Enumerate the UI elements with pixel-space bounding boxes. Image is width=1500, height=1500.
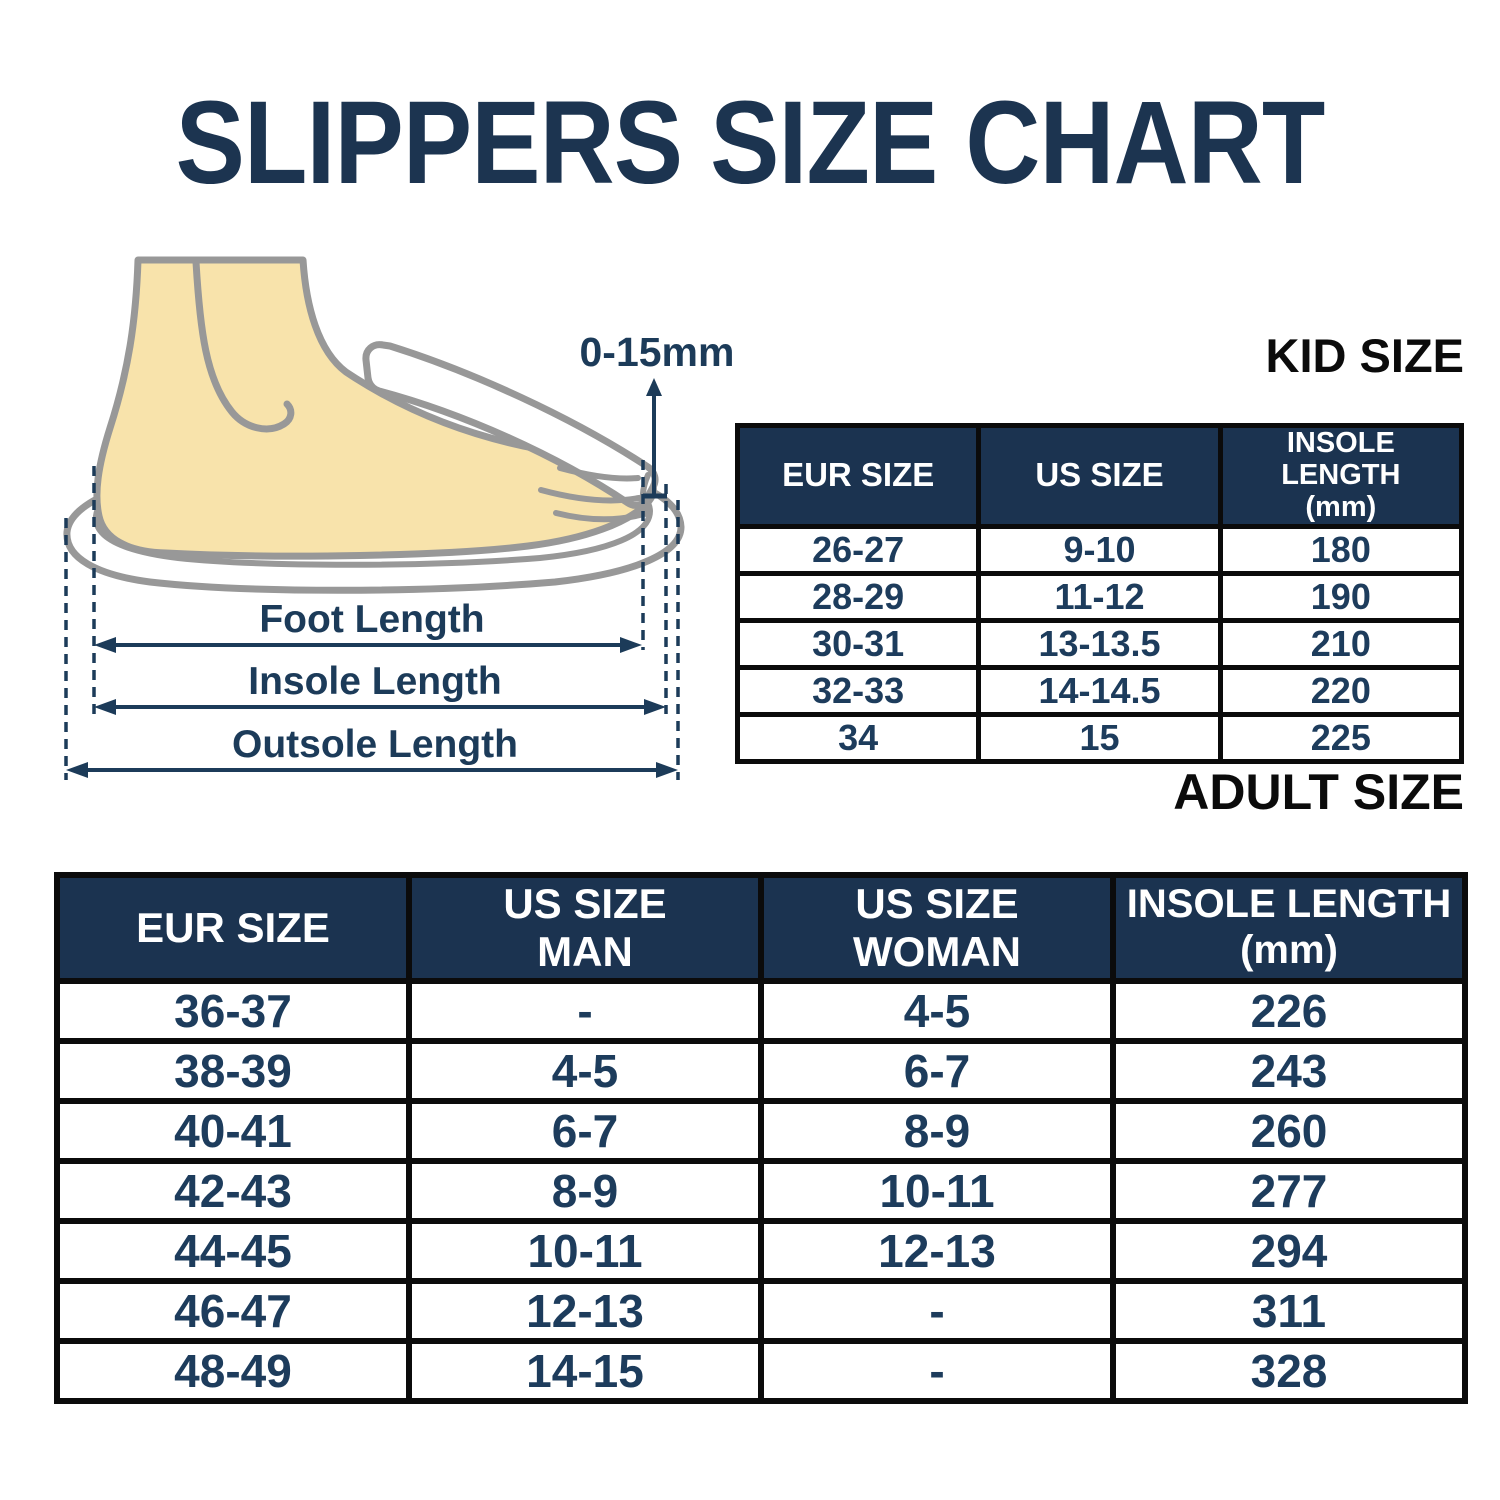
table-cell: 294: [1110, 1218, 1468, 1284]
table-row: 44-45 10-11 12-13 294: [54, 1218, 1468, 1284]
outsole-length-arrow: [66, 762, 678, 778]
outsole-length-label: Outsole Length: [232, 723, 518, 766]
table-cell: 328: [1110, 1338, 1468, 1404]
table-cell: 311: [1110, 1278, 1468, 1344]
table-cell: -: [758, 1278, 1116, 1344]
table-cell: 12-13: [406, 1278, 764, 1344]
table-cell: -: [758, 1338, 1116, 1404]
adult-size-table: EUR SIZE US SIZE MAN US SIZE WOMAN INSOLE L…: [54, 872, 1468, 1404]
table-cell: 40-41: [54, 1098, 412, 1164]
table-cell: 9-10: [976, 523, 1223, 576]
table-cell: 190: [1217, 570, 1465, 623]
foot-length-arrow: [94, 637, 642, 653]
table-row: 26-27 9-10 180: [734, 523, 1465, 576]
table-row: 46-47 12-13-311: [54, 1278, 1468, 1344]
table-cell: 8-9: [406, 1158, 764, 1224]
table-row: 48-49 14-15-328: [54, 1338, 1468, 1404]
table-row: 40-41 6-7 8-9 260: [54, 1098, 1468, 1164]
table-cell: 48-49: [54, 1338, 412, 1404]
column-header: INSOLE LENGTH (mm): [1217, 423, 1465, 529]
table-row: 28-29 11-12 190: [734, 570, 1465, 623]
table-row: 42-43 8-9 10-11 277: [54, 1158, 1468, 1224]
column-header: US SIZE: [976, 423, 1223, 529]
table-cell: 32-33: [734, 664, 982, 717]
table-cell: 38-39: [54, 1038, 412, 1104]
kid-size-heading: KID SIZE: [1265, 329, 1464, 382]
ankle-line: [192, 258, 295, 433]
table-cell: 10-11: [406, 1218, 764, 1284]
table-row: 32-33 14-14.5 220: [734, 664, 1465, 717]
table-cell: 10-11: [758, 1158, 1116, 1224]
page-title: SLIPPERS SIZE CHART: [175, 77, 1326, 209]
adult-size-heading: ADULT SIZE: [1173, 764, 1464, 820]
table-cell: 30-31: [734, 617, 982, 670]
table-cell: 220: [1217, 664, 1465, 717]
header-row: EUR SIZE US SIZE INSOLE LENGTH (mm): [734, 423, 1465, 529]
table-cell: 26-27: [734, 523, 982, 576]
slipper-band-shape: [362, 341, 659, 509]
table-cell: 4-5: [406, 1038, 764, 1104]
table-cell: 6-7: [406, 1098, 764, 1164]
foot-measurement-diagram: 0-15mm Foot Length Insole Length Outsole…: [63, 256, 735, 780]
table-cell: 44-45: [54, 1218, 412, 1284]
table-cell: 12-13: [758, 1218, 1116, 1284]
foot-length-label: Foot Length: [259, 598, 484, 641]
table-cell: 36-37: [54, 978, 412, 1044]
toe-gap-arrow: [643, 378, 667, 499]
table-cell: 28-29: [734, 570, 982, 623]
table-cell: 34: [734, 711, 982, 764]
table-row: 36-37-4-5 226: [54, 978, 1468, 1044]
table-cell: -: [406, 978, 764, 1044]
column-header: INSOLE LENGTH (mm): [1110, 872, 1468, 984]
table-row: 30-31 13-13.5 210: [734, 617, 1465, 670]
table-cell: 180: [1217, 523, 1465, 576]
header-row: EUR SIZE US SIZE MAN US SIZE WOMAN INSOLE L…: [54, 872, 1468, 984]
table-row: 34 15 225: [734, 711, 1465, 764]
table-cell: 46-47: [54, 1278, 412, 1344]
table-cell: 4-5: [758, 978, 1116, 1044]
table-cell: 226: [1110, 978, 1468, 1044]
table-row: 38-39 4-5 6-7 243: [54, 1038, 1468, 1104]
insole-length-arrow: [94, 699, 666, 715]
table-cell: 15: [976, 711, 1223, 764]
table-cell: 260: [1110, 1098, 1468, 1164]
table-cell: 225: [1217, 711, 1465, 764]
dashed-reference-lines: [64, 460, 680, 780]
table-cell: 14-15: [406, 1338, 764, 1404]
table-cell: 6-7: [758, 1038, 1116, 1104]
column-header: US SIZE MAN: [406, 872, 764, 984]
foot-shape: [93, 256, 657, 560]
table-cell: 243: [1110, 1038, 1468, 1104]
toe-gap-label: 0-15mm: [580, 329, 735, 375]
table-cell: 11-12: [976, 570, 1223, 623]
table-cell: 14-14.5: [976, 664, 1223, 717]
kid-size-table: EUR SIZE US SIZE INSOLE LENGTH (mm) 26-27 9-…: [734, 423, 1465, 764]
column-header: EUR SIZE: [734, 423, 982, 529]
table-cell: 13-13.5: [976, 617, 1223, 670]
insole-length-label: Insole Length: [248, 660, 502, 703]
column-header: EUR SIZE: [54, 872, 412, 984]
column-header: US SIZE WOMAN: [758, 872, 1116, 984]
table-cell: 8-9: [758, 1098, 1116, 1164]
table-cell: 210: [1217, 617, 1465, 670]
table-cell: 277: [1110, 1158, 1468, 1224]
table-cell: 42-43: [54, 1158, 412, 1224]
